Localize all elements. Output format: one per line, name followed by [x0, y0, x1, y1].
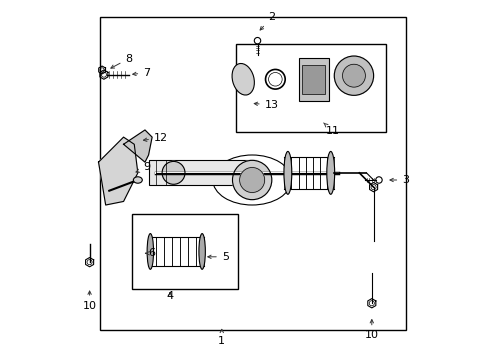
Circle shape [343, 64, 366, 87]
Bar [298, 58, 329, 101]
Text: 5: 5 [208, 252, 229, 262]
Text: 4: 4 [167, 291, 173, 301]
Polygon shape [123, 130, 152, 162]
Text: 11: 11 [324, 123, 340, 136]
Ellipse shape [232, 63, 254, 95]
Polygon shape [98, 137, 138, 205]
Circle shape [162, 161, 185, 184]
Text: 2: 2 [260, 13, 275, 30]
Text: 10: 10 [365, 320, 379, 341]
Text: 1: 1 [218, 329, 225, 346]
Ellipse shape [327, 152, 335, 194]
Text: 8: 8 [111, 54, 132, 68]
Bar [302, 65, 325, 94]
Text: 3: 3 [390, 175, 409, 185]
Ellipse shape [147, 234, 153, 269]
Text: 10: 10 [83, 291, 97, 311]
Ellipse shape [199, 234, 205, 269]
Bar [148, 160, 256, 185]
Text: 9: 9 [136, 162, 150, 172]
Text: 13: 13 [254, 100, 279, 110]
Text: 12: 12 [144, 133, 168, 143]
Circle shape [232, 160, 272, 200]
Bar [236, 44, 386, 132]
Bar [100, 18, 406, 330]
Ellipse shape [284, 152, 292, 194]
Ellipse shape [133, 177, 142, 183]
Bar [132, 214, 238, 289]
Circle shape [334, 56, 373, 95]
Circle shape [240, 167, 265, 193]
Text: 6: 6 [146, 248, 155, 258]
Text: 7: 7 [133, 68, 150, 78]
